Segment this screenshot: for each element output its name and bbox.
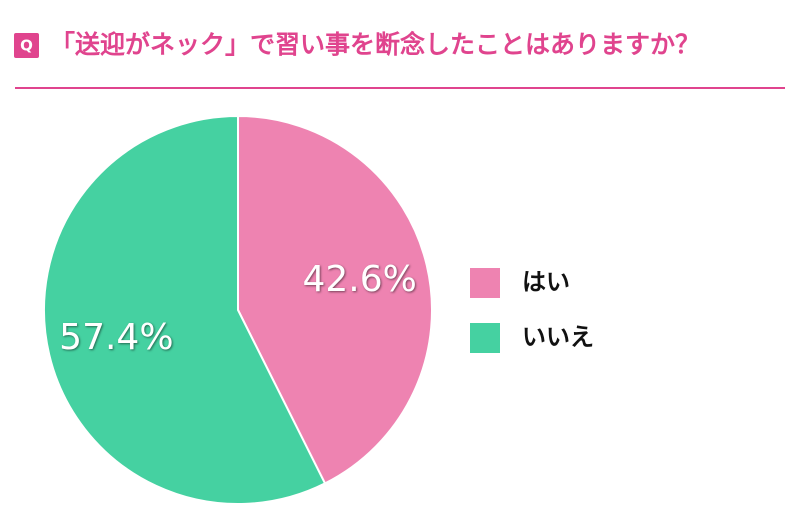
badge: Q [20,37,33,55]
pie-slice [237,114,433,485]
legend-swatch [470,323,500,353]
value-label: 57.4% [59,317,173,358]
chart-title: 「送迎がネック」で習い事を断念したことはありますか？ [50,30,700,59]
legend-label: いいえ [522,323,594,351]
legend-label: はい [522,268,570,296]
badge-box [14,33,39,58]
value-label: 42.6% [302,259,416,300]
legend-swatch [470,268,500,298]
pie-slice [43,114,327,505]
